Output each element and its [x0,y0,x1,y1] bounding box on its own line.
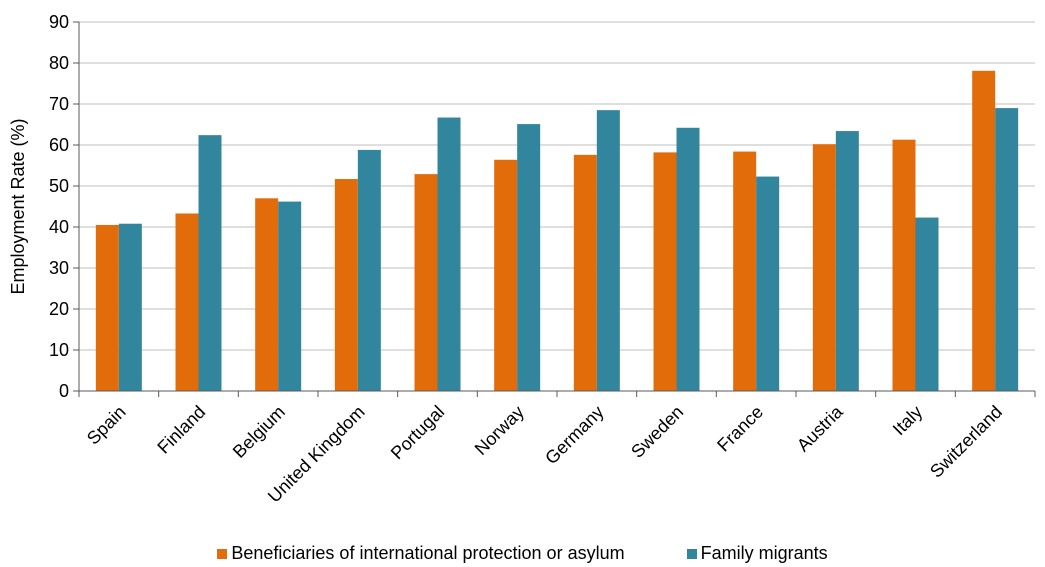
y-tick-label-10: 10 [49,340,69,360]
x-tick-label-5: Norway [471,402,528,459]
bar-norway-series-1 [517,124,541,391]
legend-swatch-1 [686,548,697,559]
bar-france-series-1 [756,176,780,391]
y-axis-title: Employment Rate (%) [8,118,28,294]
y-tick-label-20: 20 [49,299,69,319]
y-tick-label-70: 70 [49,94,69,114]
bar-france-series-0 [733,151,757,391]
y-tick-label-40: 40 [49,217,69,237]
bar-spain-series-0 [95,224,119,391]
x-tick-label-11: Switzerland [926,402,1006,482]
y-tick-label-60: 60 [49,135,69,155]
bars [95,70,1019,392]
bar-germany-series-0 [573,154,597,391]
x-tick-label-6: Germany [541,402,607,468]
legend-label-0: Beneficiaries of international protectio… [231,543,625,563]
bar-switzerland-series-1 [995,108,1019,391]
bar-united-kingdom-series-0 [334,179,358,391]
bar-sweden-series-1 [676,127,700,391]
legend: Beneficiaries of international protectio… [0,540,1045,567]
bar-norway-series-0 [494,159,518,391]
bar-austria-series-1 [835,131,859,391]
bar-united-kingdom-series-1 [357,149,381,391]
bar-belgium-series-1 [278,201,302,391]
x-tick-label-9: Austria [793,401,847,455]
gridlines [79,21,1035,351]
x-tick-label-10: Italy [889,402,926,439]
x-tick-label-0: Spain [83,402,130,449]
x-tick-label-1: Finland [153,402,209,458]
x-tick-label-4: Portugal [387,402,449,464]
bar-finland-series-1 [198,135,222,391]
legend-swatch-0 [217,548,228,559]
legend-label-1: Family migrants [700,543,828,563]
bar-sweden-series-0 [653,152,677,391]
legend-item-0: Beneficiaries of international protectio… [217,543,625,564]
x-tick-label-8: France [713,402,767,456]
bar-germany-series-1 [596,110,620,392]
y-tick-label-0: 0 [59,381,69,401]
bar-spain-series-1 [118,223,142,391]
bar-switzerland-series-0 [972,70,996,391]
legend-item-1: Family migrants [686,543,828,564]
bar-finland-series-0 [175,213,199,391]
bar-belgium-series-0 [255,198,279,391]
bar-italy-series-1 [915,217,939,391]
y-tick-label-90: 90 [49,12,69,32]
x-tick-label-2: Belgium [229,402,289,462]
bar-portugal-series-0 [414,174,438,391]
bar-austria-series-0 [812,144,836,391]
y-tick-label-30: 30 [49,258,69,278]
x-tick-label-7: Sweden [627,402,687,462]
y-tick-label-50: 50 [49,176,69,196]
bar-portugal-series-1 [437,117,461,391]
bar-italy-series-0 [892,139,916,391]
y-tick-label-80: 80 [49,53,69,73]
